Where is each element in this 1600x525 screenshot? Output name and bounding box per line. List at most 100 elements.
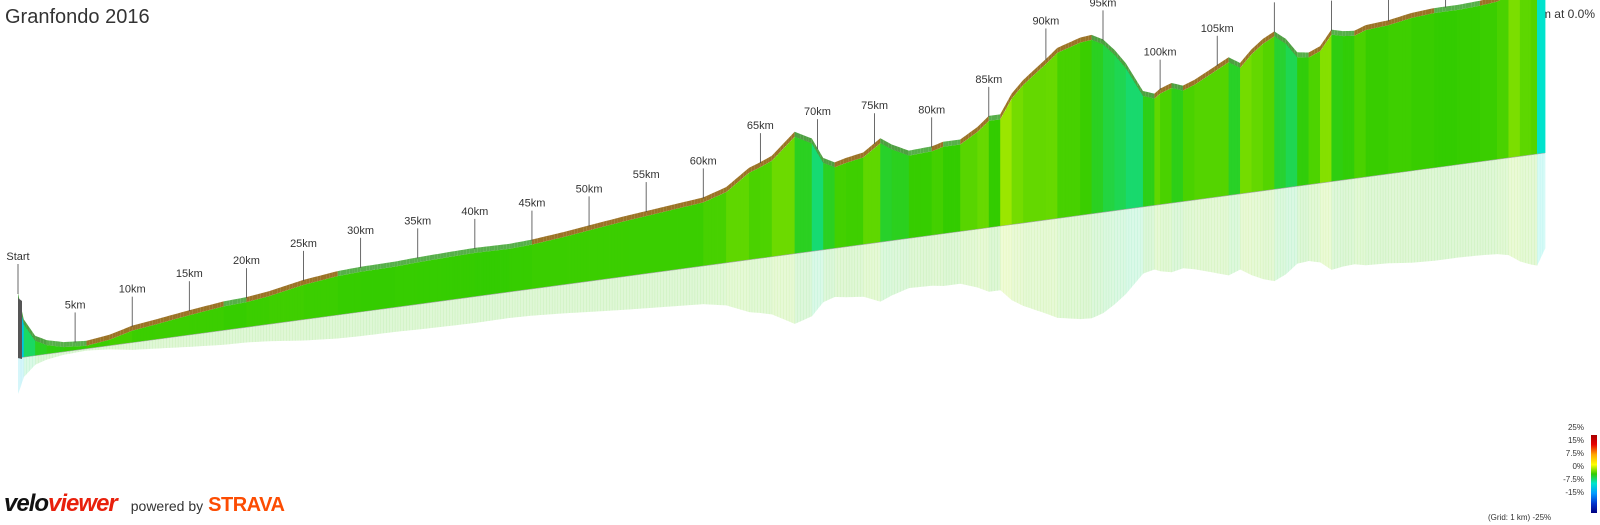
profile-reflection-segment (569, 283, 573, 314)
profile-reflection-segment (557, 285, 561, 314)
profile-reflection-segment (63, 351, 67, 355)
profile-ridge-segment (617, 217, 621, 224)
profile-segment (477, 252, 481, 297)
profile-reflection-segment (723, 262, 727, 306)
profile-reflection-segment (706, 265, 710, 305)
veloviewer-logo[interactable]: veloviewer (4, 490, 118, 517)
profile-reflection-segment (460, 298, 464, 325)
profile-segment (894, 150, 898, 241)
profile-reflection-segment (831, 248, 836, 299)
profile-segment (414, 262, 419, 305)
profile-ridge-segment (888, 142, 892, 150)
profile-segment (848, 161, 853, 247)
profile-reflection-segment (72, 350, 76, 354)
profile-reflection-segment (235, 328, 239, 344)
profile-segment (560, 237, 564, 286)
distance-label: 25km (290, 238, 317, 250)
profile-reflection-segment (1468, 162, 1472, 257)
profile-reflection-segment (260, 325, 264, 342)
profile-reflection-segment (1388, 173, 1392, 264)
profile-segment (760, 165, 764, 259)
profile-reflection-segment (303, 319, 307, 341)
profile-reflection-segment (1045, 219, 1050, 315)
profile-reflection-segment (1477, 161, 1481, 256)
profile-reflection-segment (626, 275, 630, 310)
profile-ridge-segment (840, 158, 844, 166)
profile-segment (891, 149, 895, 241)
profile-segment (77, 346, 82, 350)
profile-reflection-segment (1394, 172, 1398, 264)
profile-ridge-segment (272, 289, 275, 296)
strava-logo[interactable]: STRAVA (208, 493, 285, 516)
profile-reflection-segment (1419, 169, 1424, 262)
profile-ridge-segment (589, 224, 592, 231)
profile-ridge-segment (346, 268, 350, 275)
profile-ridge-segment (517, 241, 521, 248)
profile-segment (660, 211, 664, 272)
profile-segment (160, 322, 165, 339)
distance-label: 50km (576, 183, 603, 195)
profile-ridge-segment (1197, 76, 1201, 83)
profile-ridge-segment (169, 314, 173, 321)
profile-reflection-segment (423, 303, 427, 329)
profile-ridge-segment (1402, 14, 1406, 21)
profile-reflection-segment (1065, 216, 1070, 319)
profile-ridge-segment (1240, 59, 1243, 68)
profile-reflection-segment (1108, 211, 1112, 309)
profile-ridge-segment (1388, 19, 1392, 26)
profile-segment (920, 152, 924, 237)
profile-segment (1408, 17, 1412, 172)
profile-ridge-segment (680, 202, 684, 208)
profile-ridge-segment (534, 238, 538, 244)
profile-segment (1331, 34, 1335, 182)
profile-segment (1085, 40, 1090, 215)
profile-reflection-segment (109, 345, 113, 350)
profile-ridge-segment (489, 245, 492, 252)
profile-segment (1397, 21, 1401, 173)
profile-ridge-segment (243, 297, 247, 303)
profile-reflection-segment (1205, 198, 1210, 272)
profile-ridge-segment (509, 243, 512, 249)
profile-ridge-segment (549, 234, 552, 241)
profile-ridge-segment (266, 291, 270, 297)
profile-ridge-segment (337, 270, 341, 277)
profile-segment (123, 332, 127, 344)
distance-label: 20km (233, 255, 260, 267)
profile-ridge-segment (1188, 81, 1192, 88)
profile-reflection-segment (277, 322, 282, 342)
profile-reflection-segment (1448, 165, 1452, 259)
profile-reflection-segment (846, 246, 850, 298)
profile-ridge-segment (1251, 46, 1255, 55)
profile-ridge-segment (246, 296, 250, 303)
profile-segment (948, 145, 953, 234)
profile-segment (965, 138, 970, 231)
profile-segment (109, 338, 113, 346)
profile-ridge-segment (157, 318, 161, 324)
profile-segment (1117, 58, 1121, 211)
profile-ridge-segment (66, 341, 70, 347)
profile-ridge-segment (828, 160, 832, 167)
profile-reflection-segment (603, 279, 607, 312)
profile-segment (1479, 5, 1484, 162)
profile-segment (1274, 36, 1278, 190)
profile-segment (1162, 90, 1167, 205)
profile-reflection-segment (1120, 209, 1124, 300)
profile-reflection-segment (409, 305, 413, 331)
profile-reflection-segment (1128, 208, 1132, 291)
profile-reflection-segment (454, 298, 459, 326)
profile-reflection-segment (757, 258, 761, 314)
profile-reflection-segment (977, 228, 981, 289)
profile-segment (314, 281, 319, 319)
gradient-legend: 25% 15% 7.5% 0% -7.5% -15% (Grid: 1 km) … (1485, 423, 1600, 523)
profile-segment (186, 315, 190, 336)
profile-ridge-segment (323, 274, 327, 280)
profile-reflection-segment (566, 284, 570, 314)
distance-label: 35km (404, 215, 431, 227)
profile-ridge-segment (649, 209, 652, 216)
profile-reflection-segment (554, 285, 559, 315)
profile-ridge-segment (1345, 30, 1349, 37)
profile-reflection-segment (192, 334, 196, 347)
profile-segment (746, 172, 750, 261)
profile-reflection-segment (1157, 204, 1161, 272)
